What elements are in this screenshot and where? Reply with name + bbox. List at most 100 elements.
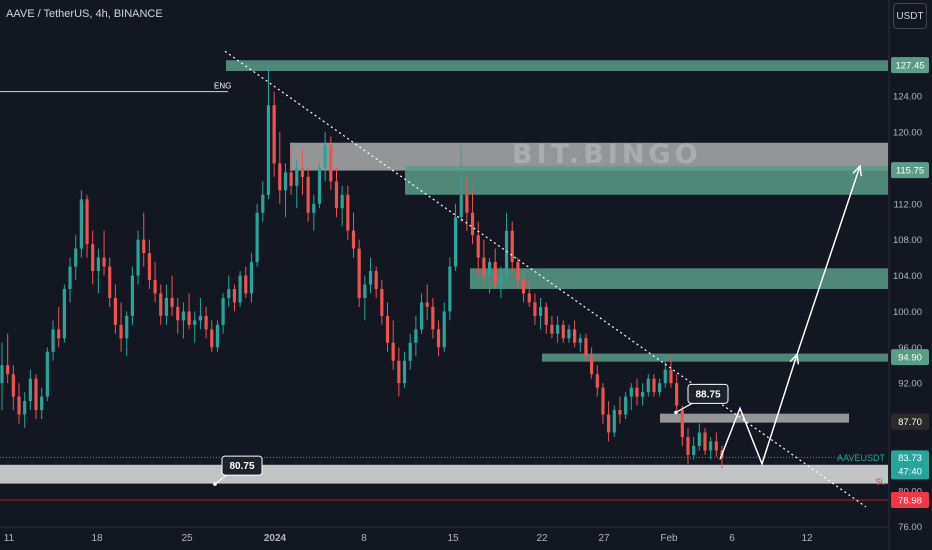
candle <box>499 266 503 298</box>
candle-body <box>601 387 605 415</box>
candle <box>227 275 231 307</box>
candle <box>323 132 327 182</box>
candle <box>363 275 367 321</box>
trendline <box>224 50 867 508</box>
candle <box>578 333 582 352</box>
candle-body <box>181 311 186 321</box>
y-tick-label: 76.00 <box>898 522 922 533</box>
candle-body <box>153 280 157 294</box>
candle-body <box>470 212 475 236</box>
candle-body <box>402 360 407 384</box>
candle-body <box>533 302 537 316</box>
countdown-label: 47:40 <box>898 466 922 477</box>
candle <box>17 383 21 424</box>
candle <box>391 320 395 370</box>
candle-body <box>108 266 112 298</box>
projection-arrow-2 <box>852 164 863 177</box>
candle-body <box>595 374 599 388</box>
candle-body <box>51 329 55 352</box>
candle <box>414 315 418 357</box>
candle-body <box>289 172 293 186</box>
candle-body <box>578 338 582 343</box>
price-label-text: 78.98 <box>898 495 922 506</box>
candle-body <box>119 324 123 339</box>
candle-body <box>510 230 514 263</box>
candle-body <box>714 441 718 451</box>
candle <box>476 221 480 276</box>
candle-body <box>334 181 339 209</box>
y-tick-label: 80.00 <box>898 486 922 497</box>
candle <box>108 257 112 307</box>
candle-body <box>28 378 32 402</box>
candle-body <box>703 432 707 451</box>
candle-body <box>646 378 650 393</box>
candle <box>493 248 497 289</box>
price-label: 127.45 <box>891 57 929 74</box>
candle <box>675 374 679 411</box>
candle <box>425 284 429 321</box>
candle <box>96 248 100 294</box>
candle <box>646 374 650 397</box>
stop-loss-marker: SL <box>875 478 885 487</box>
zone-104 <box>470 268 888 289</box>
candle-body <box>436 329 441 348</box>
candle-body <box>346 194 350 231</box>
candle-body <box>136 239 140 276</box>
candle <box>283 163 288 218</box>
candle-body <box>187 311 191 325</box>
x-tick-label: 12 <box>801 533 813 544</box>
candle <box>431 297 435 339</box>
candle <box>346 185 350 240</box>
y-tick-label: 96.00 <box>898 343 922 354</box>
candle-body <box>215 324 220 348</box>
candle <box>238 271 242 307</box>
candle-body <box>159 293 163 316</box>
callout-anchor <box>674 410 678 415</box>
candle <box>709 436 713 460</box>
price-label: 94.90 <box>891 349 929 366</box>
zones-layer <box>0 60 888 484</box>
candle <box>232 284 237 312</box>
candle <box>544 302 548 334</box>
candle-body <box>397 360 401 384</box>
zone-127 <box>226 60 888 72</box>
candle <box>385 302 390 352</box>
candle-body <box>125 315 129 339</box>
candle-body <box>306 176 310 213</box>
candle <box>482 239 486 285</box>
candle-body <box>521 280 526 294</box>
candle <box>193 311 197 343</box>
candle <box>295 158 299 209</box>
candle-body <box>62 288 66 339</box>
candle-body <box>266 105 271 195</box>
candle <box>40 387 44 420</box>
candle <box>351 212 356 258</box>
candle <box>300 149 305 195</box>
candle <box>85 194 89 258</box>
candle <box>601 383 605 424</box>
candle <box>612 405 616 437</box>
candle-body <box>227 288 231 298</box>
candle-body <box>408 342 412 361</box>
candle-body <box>584 338 588 357</box>
candle <box>510 221 514 272</box>
y-tick-label: 112.00 <box>894 199 922 210</box>
candle <box>448 257 452 321</box>
candle-body <box>363 284 367 298</box>
currency-button[interactable]: USDT <box>893 3 927 29</box>
candle-body <box>113 297 117 325</box>
candle-body <box>34 378 38 411</box>
x-tick-label: Feb <box>660 533 678 544</box>
candle-body <box>459 194 463 218</box>
candle <box>374 266 378 298</box>
price-label-bg <box>891 349 929 366</box>
candle-body <box>641 392 645 397</box>
candle-body <box>74 248 78 267</box>
y-tick-label: 92.00 <box>898 379 922 390</box>
candle <box>221 293 225 334</box>
candle-body <box>448 266 452 312</box>
price-label: 87.70 <box>891 413 929 430</box>
overlay-layer: ENG 80.75 88.75 <box>213 50 867 508</box>
